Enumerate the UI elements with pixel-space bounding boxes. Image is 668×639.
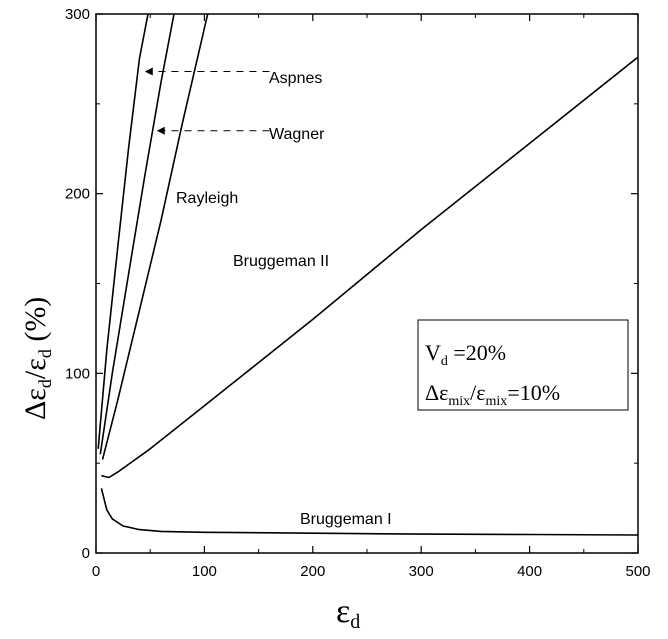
series-line-bruggeman-ii	[101, 56, 639, 479]
y-axis-title: Δεd/εd (%)	[19, 297, 55, 420]
label-arrows	[144, 67, 270, 135]
arrow-head-aspnes	[144, 67, 153, 76]
y-tick-label-0: 0	[82, 545, 90, 562]
label-bruggeman-2: Bruggeman II	[233, 253, 329, 270]
data-curves	[97, 13, 639, 536]
label-rayleigh: Rayleigh	[176, 190, 238, 207]
arrow-head-wagner	[156, 126, 165, 135]
y-tick-label-300: 300	[65, 6, 90, 23]
x-tick-label-0: 0	[92, 563, 100, 580]
label-wagner: Wagner	[269, 126, 325, 143]
x-tick-label-300: 300	[409, 563, 434, 580]
label-aspnes: Aspnes	[269, 70, 322, 87]
plot-frame	[95, 13, 639, 554]
x-tick-label-400: 400	[517, 563, 542, 580]
series-line-wagner	[99, 13, 175, 455]
series-line-bruggeman-i	[100, 488, 639, 536]
label-bruggeman-1: Bruggeman I	[300, 511, 392, 528]
series-line-aspnes	[97, 13, 149, 449]
info-mix-error: Δεmix/εmix=10%	[425, 380, 560, 409]
x-tick-label-200: 200	[300, 563, 325, 580]
y-tick-label-200: 200	[65, 186, 90, 203]
info-volume-fraction: Vd =20%	[425, 340, 506, 369]
y-tick-label-100: 100	[65, 365, 90, 382]
axis-ticks: 0 100 200 300 400 500 0 100 200 300	[65, 6, 651, 580]
x-tick-label-100: 100	[192, 563, 217, 580]
x-axis-title: εd	[336, 593, 360, 633]
x-tick-label-500: 500	[625, 563, 650, 580]
series-line-rayleigh	[101, 13, 209, 460]
info-box	[417, 319, 629, 411]
